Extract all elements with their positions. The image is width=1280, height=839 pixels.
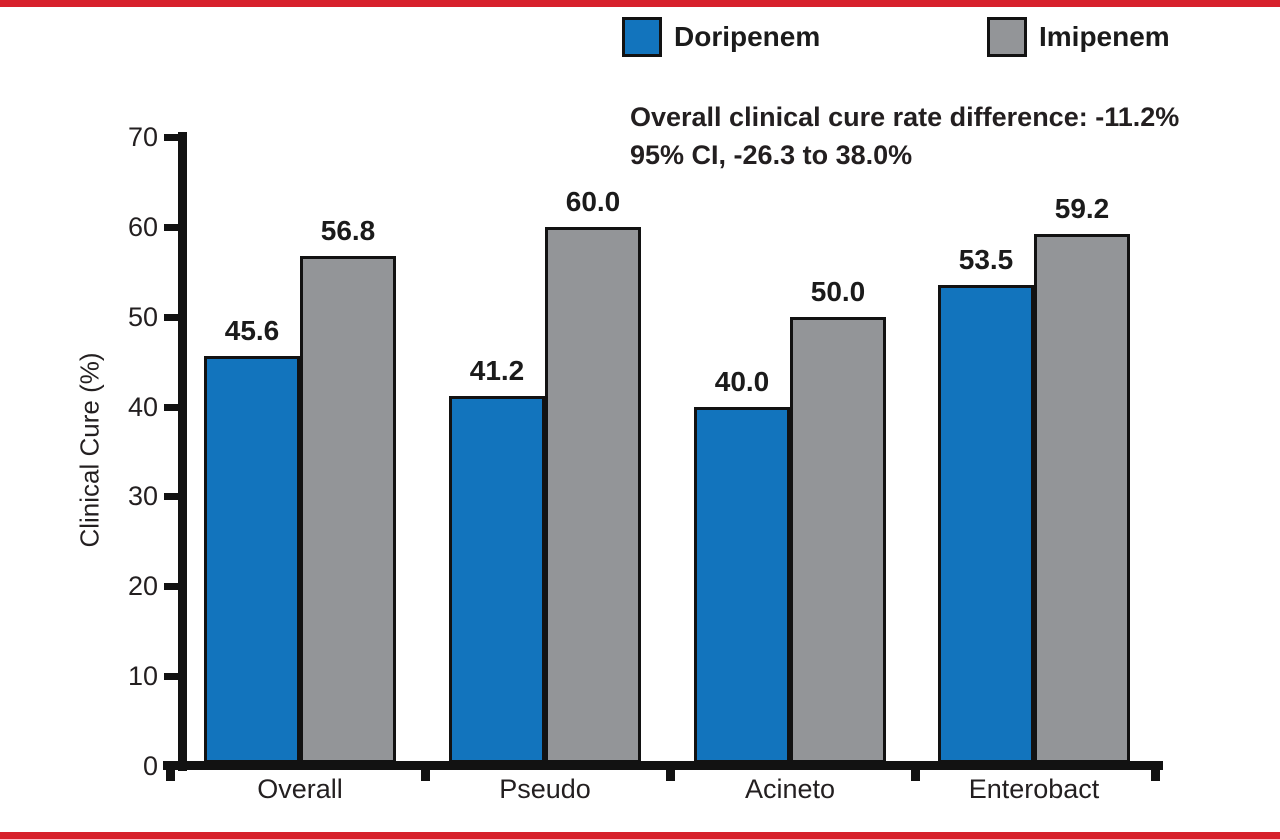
y-axis-title: Clinical Cure (%) xyxy=(74,352,105,548)
bar-imipenem-acineto xyxy=(790,316,886,763)
legend-label-imipenem: Imipenem xyxy=(1039,21,1170,52)
y-axis-tick-label: 40 xyxy=(127,391,158,422)
imipenem-swatch-icon xyxy=(987,17,1027,57)
y-axis-tick-label: 60 xyxy=(127,211,158,242)
x-category-label: Pseudo xyxy=(499,774,591,804)
y-axis-tick xyxy=(164,134,180,141)
bar-value-label: 50.0 xyxy=(810,275,866,307)
bar-value-label: 41.2 xyxy=(469,354,525,386)
y-axis-tick xyxy=(164,493,180,501)
bar-value-label: 60.0 xyxy=(565,185,621,217)
bar-imipenem-pseudo xyxy=(545,226,641,763)
bar-imipenem-enterobact xyxy=(1034,234,1130,763)
legend-label-doripenem: Doripenem xyxy=(674,21,821,52)
x-axis-tick xyxy=(421,764,430,781)
doripenem-swatch-icon xyxy=(622,17,662,57)
bottom-border-bar xyxy=(0,832,1280,839)
x-category-label: Enterobact xyxy=(968,774,1100,804)
x-axis-tick xyxy=(911,764,920,781)
y-axis-tick-label: 30 xyxy=(127,481,158,512)
x-axis-tick xyxy=(166,764,175,781)
y-axis-tick-label: 10 xyxy=(127,661,158,692)
legend-item-doripenem: Doripenem xyxy=(622,17,821,57)
x-axis-spine xyxy=(163,761,1163,770)
x-axis-tick xyxy=(666,764,675,781)
x-category-label: Overall xyxy=(257,774,343,804)
bar-value-label: 56.8 xyxy=(320,214,376,246)
annotation-line-1: Overall clinical cure rate difference: -… xyxy=(630,102,1180,132)
bar-doripenem-overall xyxy=(204,356,300,763)
bar-value-label: 45.6 xyxy=(224,315,280,347)
y-axis-tick xyxy=(164,583,180,591)
x-axis-tick xyxy=(1151,764,1160,781)
bar-value-label: 53.5 xyxy=(958,244,1014,276)
y-axis-tick xyxy=(164,673,180,681)
x-category-label: Acineto xyxy=(744,774,836,804)
top-border-bar xyxy=(0,0,1280,7)
bar-doripenem-pseudo xyxy=(449,395,545,763)
y-axis-tick-label: 70 xyxy=(127,122,158,152)
annotation-line-2: 95% CI, -26.3 to 38.0% xyxy=(630,140,913,170)
y-axis-tick-label: 50 xyxy=(127,301,158,332)
legend-item-imipenem: Imipenem xyxy=(987,17,1170,57)
bar-doripenem-enterobact xyxy=(938,285,1034,763)
y-axis-tick-label: 20 xyxy=(127,571,158,602)
bar-imipenem-overall xyxy=(300,255,396,763)
bar-value-label: 59.2 xyxy=(1054,193,1110,225)
bar-doripenem-acineto xyxy=(694,406,790,763)
bar-value-label: 40.0 xyxy=(714,365,770,397)
y-axis-tick xyxy=(164,313,180,321)
annotation-block: Overall clinical cure rate difference: -… xyxy=(630,98,1179,174)
y-axis-tick-label: 0 xyxy=(142,751,158,781)
y-axis-tick xyxy=(164,223,180,231)
y-axis-spine xyxy=(178,132,187,771)
y-axis-tick xyxy=(164,403,180,411)
